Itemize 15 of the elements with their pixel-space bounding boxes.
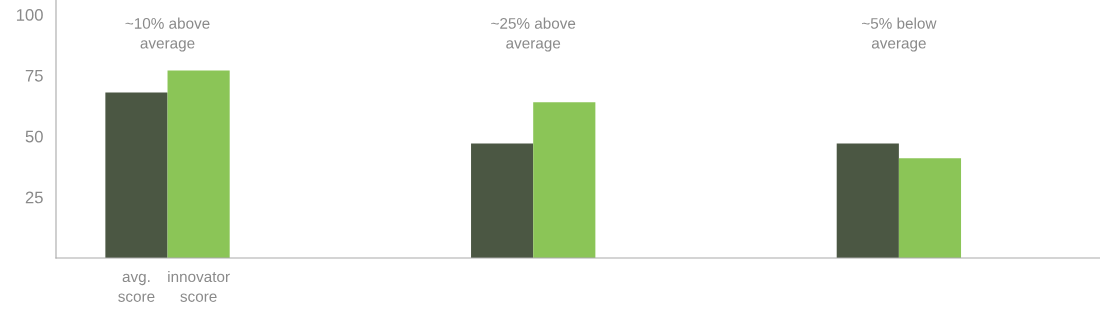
series-label: innovator score <box>168 270 230 302</box>
bar <box>105 92 168 258</box>
bar <box>898 158 962 258</box>
y-tick-label: 100 <box>16 9 43 21</box>
series-label: avg. score <box>118 273 155 302</box>
bar <box>836 143 899 258</box>
y-tick-label: 75 <box>25 70 43 82</box>
bar <box>167 70 230 258</box>
y-tick-label: 25 <box>25 191 43 204</box>
y-tick-label: 50 <box>25 130 43 143</box>
annotation: ~5% below average <box>861 17 937 52</box>
annotation: ~25% above average <box>491 17 576 52</box>
annotation: ~10% above average <box>125 17 210 52</box>
bar <box>533 102 596 258</box>
bar <box>471 143 534 258</box>
